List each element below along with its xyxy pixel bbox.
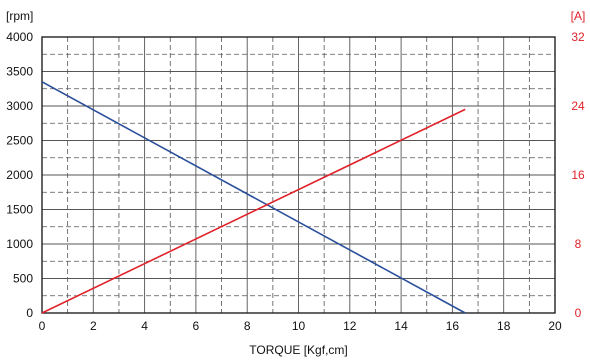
x-tick-label: 14 <box>394 319 408 333</box>
grid <box>42 37 555 313</box>
tick-labels: 0 2 4 6 8 10 12 14 16 18 2005001000150020002500300… <box>6 30 585 333</box>
series-layer <box>41 81 466 314</box>
y-left-tick-label: 2000 <box>6 168 33 182</box>
x-tick-label: 16 <box>446 319 460 333</box>
y-left-tick-label: 3000 <box>6 99 33 113</box>
y-right-tick-label: 0 <box>575 306 582 320</box>
x-tick-label: 0 <box>39 319 46 333</box>
plot-frame <box>41 36 556 314</box>
right-axis-unit: [A] <box>571 9 586 23</box>
y-left-tick-label: 500 <box>13 272 33 286</box>
y-left-tick-label: 1500 <box>6 203 33 217</box>
y-left-tick-label: 1000 <box>6 237 33 251</box>
x-tick-label: 6 <box>193 319 200 333</box>
y-left-tick-label: 3500 <box>6 65 33 79</box>
y-left-tick-label: 4000 <box>6 30 33 44</box>
series-line-left-axis <box>41 81 466 314</box>
x-tick-label: 8 <box>244 319 251 333</box>
y-left-tick-label: 0 <box>26 306 33 320</box>
x-tick-label: 4 <box>141 319 148 333</box>
x-tick-label: 20 <box>548 319 562 333</box>
y-left-tick-label: 2500 <box>6 134 33 148</box>
x-axis-label: TORQUE [Kgf,cm] <box>249 343 347 357</box>
y-right-tick-label: 32 <box>571 30 585 44</box>
left-axis-unit: [rpm] <box>6 9 33 23</box>
series-line-right-axis <box>41 108 466 314</box>
y-right-tick-label: 24 <box>571 99 585 113</box>
x-tick-label: 10 <box>292 319 306 333</box>
x-tick-label: 12 <box>343 319 357 333</box>
y-right-tick-label: 8 <box>575 237 582 251</box>
x-tick-label: 2 <box>90 319 97 333</box>
x-tick-label: 18 <box>497 319 511 333</box>
y-right-tick-label: 16 <box>571 168 585 182</box>
